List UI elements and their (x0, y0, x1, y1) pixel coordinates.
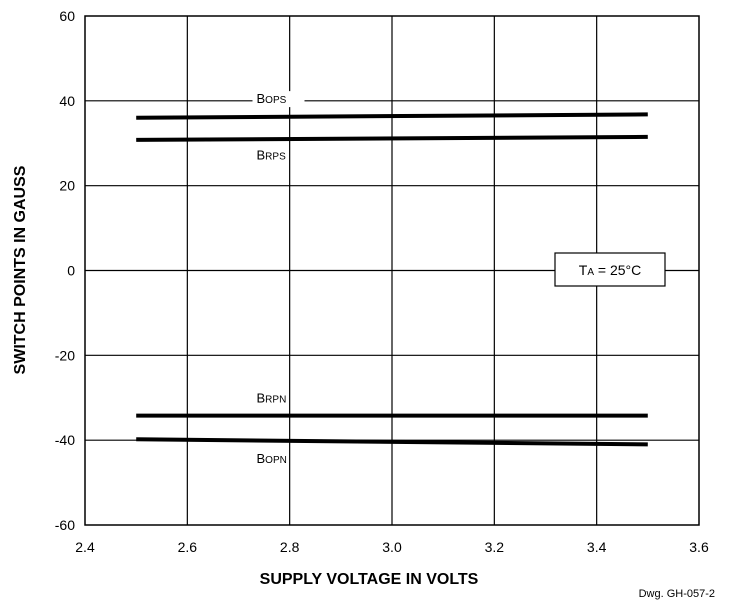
y-tick-label: -60 (55, 517, 75, 533)
y-tick-label: -20 (55, 347, 75, 363)
x-tick-label: 2.4 (75, 539, 95, 555)
series-labels: BOPS BRPS BRPN BOPN (252, 91, 305, 466)
temperature-annotation-text: TA = 25°C (579, 262, 641, 278)
tick-labels: 2.4 2.6 2.8 3.0 3.2 3.4 3.6 60 40 20 0 -20 -40 -60 (55, 8, 709, 555)
y-tick-label: 0 (67, 263, 75, 279)
series-label-rpn: BRPN (257, 391, 287, 406)
series-line-rps (136, 134, 648, 142)
series-label-rps: BRPS (257, 147, 287, 162)
series-label-opn: BOPN (257, 451, 287, 466)
x-tick-label: 2.8 (280, 539, 300, 555)
series-label-ops: BOPS (257, 91, 287, 106)
drawing-number: Dwg. GH-057-2 (639, 588, 715, 600)
series-line-opn (136, 437, 648, 447)
y-axis-title: SWITCH POINTS IN GAUSS (12, 165, 29, 374)
x-tick-label: 3.4 (587, 539, 607, 555)
y-tick-label: 20 (59, 178, 75, 194)
label-knockout (252, 91, 305, 108)
temperature-annotation: TA = 25°C (554, 252, 666, 287)
series-lines (136, 112, 648, 447)
y-tick-label: 60 (59, 8, 75, 24)
series-line-ops (136, 112, 648, 120)
x-axis-title: SUPPLY VOLTAGE IN VOLTS (260, 571, 479, 588)
x-tick-label: 2.6 (178, 539, 198, 555)
x-tick-label: 3.6 (689, 539, 709, 555)
x-tick-label: 3.0 (382, 539, 402, 555)
plot-frame (84, 15, 700, 526)
temperature-annotation-box (554, 252, 666, 287)
y-tick-label: -40 (55, 432, 75, 448)
x-tick-label: 3.2 (485, 539, 505, 555)
y-tick-label: 40 (59, 93, 75, 109)
